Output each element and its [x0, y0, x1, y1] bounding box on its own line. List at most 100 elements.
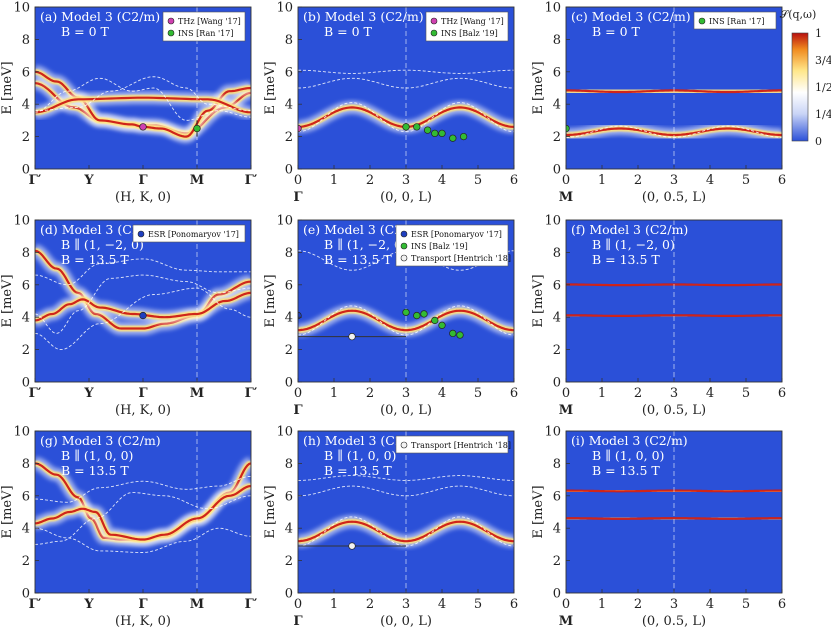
x-tick-label: 3 [402, 386, 410, 401]
legend-marker-transport [400, 441, 408, 449]
y-tick-label: 6 [285, 489, 293, 504]
colorbar-title: 𝒮(q,ω) [780, 8, 817, 21]
y-tick-label: 2 [22, 130, 30, 145]
y-tick-label: 0 [22, 163, 30, 178]
x-axis-label: (H, K, 0) [115, 403, 171, 418]
panel-annotation: B = 13.5 T [592, 463, 660, 478]
y-tick-label: 2 [285, 343, 293, 358]
colorbar-tick-0: 0 [815, 135, 822, 148]
legend-label: Transport [Hentrich '18] [411, 441, 511, 450]
legend-marker-esr [400, 230, 408, 238]
x-tick-label: 6 [778, 597, 786, 612]
panel-b: 0 2 4 6 8 10 E [meV] 0 1 2 3 4 5 6 Γ (0, 0, L) (b) Model… [263, 1, 518, 206]
panel-annotation: (i) Model 3 (C2/m) [571, 433, 688, 448]
x-tick-label: 5 [474, 597, 482, 612]
x-tick-label: 3 [670, 173, 678, 188]
dashed-curve-1 [35, 274, 251, 334]
x-tick-label: Y [83, 173, 94, 188]
plot-area [35, 7, 251, 169]
x-tick-label: 0 [294, 173, 302, 188]
panel-g: 0 2 4 6 8 10 E [meV] Γ′ Y Γ M Γ′ (H, K, 0) (g) Model … [0, 425, 258, 630]
legend: THz [Wang '17] INS [Balz '19] [425, 11, 509, 42]
data-point-thz [139, 123, 147, 131]
legend-marker-thz [430, 17, 438, 25]
x-tick-label: 1 [330, 173, 338, 188]
panel-annotation: (d) Model 3 (C2/m) [40, 222, 161, 237]
data-point-ins [413, 123, 421, 131]
legend-label: INS [Balz '19] [411, 242, 468, 251]
y-tick-label: 0 [22, 587, 30, 602]
x-axis-label: (0, 0.5, L) [642, 614, 706, 629]
x-axis-label: (0, 0.5, L) [642, 403, 706, 418]
x-axis-label: (H, K, 0) [115, 614, 171, 629]
panel-annotation: B ∥ (1, 0, 0) [324, 448, 396, 463]
x-tick-label: 6 [778, 173, 786, 188]
x-tick-label: 6 [778, 386, 786, 401]
x-tick-label: 4 [438, 386, 446, 401]
panel-annotation: (c) Model 3 (C2/m) [571, 9, 691, 24]
colorbar-tick-1-4: 1/4 [815, 108, 831, 121]
data-point-esr [139, 311, 147, 320]
x-point-label: M [559, 403, 573, 418]
dashed-curve-2 [35, 287, 251, 351]
x-tick-label: 2 [634, 597, 642, 612]
x-tick-label: 4 [706, 173, 714, 188]
band-core-0 [298, 520, 514, 543]
x-tick-label: 2 [366, 173, 374, 188]
legend-box [693, 11, 777, 30]
panel-a: 0 2 4 6 8 10 E [meV] Γ′ Y Γ M Γ′ (H, K, 0) (a) Model … [0, 1, 258, 206]
legend-marker-esr [137, 230, 145, 238]
y-axis-label: E [meV] [263, 485, 278, 538]
dashed-curve-2 [35, 527, 251, 553]
data-point-ins [413, 311, 421, 320]
x-tick-label: Γ′ [245, 386, 258, 401]
x-tick-label: Γ′ [245, 173, 258, 188]
x-tick-label: Γ [138, 597, 148, 612]
data-point-ins [431, 316, 439, 325]
x-tick-label: Γ′ [245, 597, 258, 612]
x-tick-label: 4 [706, 386, 714, 401]
y-tick-label: 4 [22, 311, 30, 326]
x-point-label: M [559, 190, 573, 205]
y-axis-label: E [meV] [531, 274, 546, 327]
y-tick-label: 10 [276, 425, 293, 440]
plot-area [298, 7, 514, 169]
legend-marker-ins [430, 29, 438, 37]
x-tick-label: 6 [510, 173, 518, 188]
band-core-1 [35, 291, 251, 322]
legend-label: INS [Balz '19] [441, 29, 498, 38]
colorbar-tick-3-4: 3/4 [815, 54, 831, 67]
y-tick-label: 0 [553, 376, 561, 391]
y-tick-label: 8 [285, 457, 293, 472]
x-tick-label: 2 [366, 386, 374, 401]
panel-annotation: B = 13.5 T [324, 463, 392, 478]
dashed-curve-1 [298, 475, 514, 481]
panel-f: 0 2 4 6 8 10 E [meV] 0 1 2 3 4 5 6 M (0, 0.5, L) (f) Mod… [531, 214, 786, 419]
x-tick-label: 5 [474, 386, 482, 401]
colorbar-tick-1-2: 1/2 [815, 81, 831, 94]
legend-box [425, 11, 509, 42]
data-point-ins [402, 308, 410, 316]
plot-area [566, 220, 782, 382]
band-core-1 [35, 485, 251, 541]
x-tick-label: Γ [138, 173, 148, 188]
y-tick-label: 10 [13, 425, 30, 440]
x-tick-label: 0 [562, 386, 570, 401]
y-tick-label: 10 [544, 425, 561, 440]
y-tick-label: 8 [553, 33, 561, 48]
y-tick-label: 6 [22, 278, 30, 293]
data-point-transport [348, 332, 356, 341]
x-tick-label: 1 [330, 597, 338, 612]
x-tick-label: 0 [294, 386, 302, 401]
data-point-ins [456, 331, 464, 339]
y-tick-label: 2 [285, 130, 293, 145]
y-axis-label: E [meV] [531, 485, 546, 538]
y-tick-label: 8 [285, 33, 293, 48]
y-tick-label: 2 [553, 343, 561, 358]
y-tick-label: 8 [22, 33, 30, 48]
x-tick-label: 3 [670, 597, 678, 612]
data-point-ins [423, 126, 432, 134]
data-point-ins [438, 321, 446, 329]
data-point-ins [459, 132, 468, 141]
y-axis-label: E [meV] [263, 61, 278, 114]
